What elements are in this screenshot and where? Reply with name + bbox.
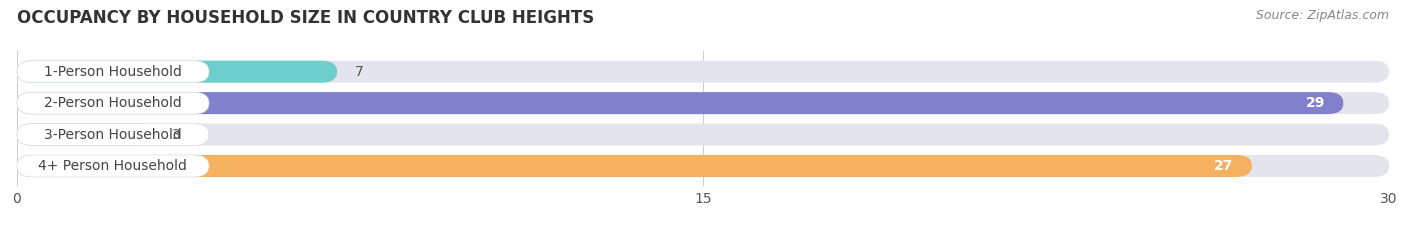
Text: 7: 7 — [356, 65, 364, 79]
FancyBboxPatch shape — [17, 61, 209, 83]
Text: 4+ Person Household: 4+ Person Household — [38, 159, 187, 173]
Text: Source: ZipAtlas.com: Source: ZipAtlas.com — [1256, 9, 1389, 22]
Text: 1-Person Household: 1-Person Household — [44, 65, 181, 79]
Text: 27: 27 — [1215, 159, 1233, 173]
FancyBboxPatch shape — [17, 92, 1389, 114]
Text: 3-Person Household: 3-Person Household — [44, 127, 181, 141]
Text: 29: 29 — [1306, 96, 1324, 110]
FancyBboxPatch shape — [17, 61, 337, 83]
FancyBboxPatch shape — [17, 123, 209, 146]
FancyBboxPatch shape — [17, 92, 209, 114]
FancyBboxPatch shape — [17, 155, 1251, 177]
FancyBboxPatch shape — [17, 61, 1389, 83]
FancyBboxPatch shape — [17, 155, 209, 177]
FancyBboxPatch shape — [17, 123, 155, 146]
Text: 2-Person Household: 2-Person Household — [44, 96, 181, 110]
FancyBboxPatch shape — [17, 92, 1343, 114]
Text: OCCUPANCY BY HOUSEHOLD SIZE IN COUNTRY CLUB HEIGHTS: OCCUPANCY BY HOUSEHOLD SIZE IN COUNTRY C… — [17, 9, 595, 27]
Text: 3: 3 — [173, 127, 181, 141]
FancyBboxPatch shape — [17, 155, 1389, 177]
FancyBboxPatch shape — [17, 123, 1389, 146]
